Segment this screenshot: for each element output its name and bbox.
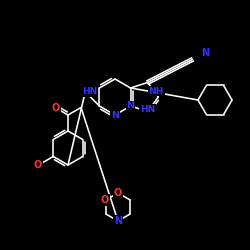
Text: NH: NH	[148, 87, 164, 96]
Text: O: O	[101, 195, 109, 205]
Text: O: O	[52, 103, 60, 113]
Text: HN: HN	[82, 87, 97, 96]
Text: O: O	[114, 188, 122, 198]
Text: N: N	[201, 48, 209, 58]
Text: N: N	[126, 102, 134, 110]
Text: N: N	[114, 216, 122, 226]
Text: N: N	[111, 110, 119, 120]
Text: O: O	[34, 160, 42, 170]
Text: HN: HN	[140, 105, 155, 114]
